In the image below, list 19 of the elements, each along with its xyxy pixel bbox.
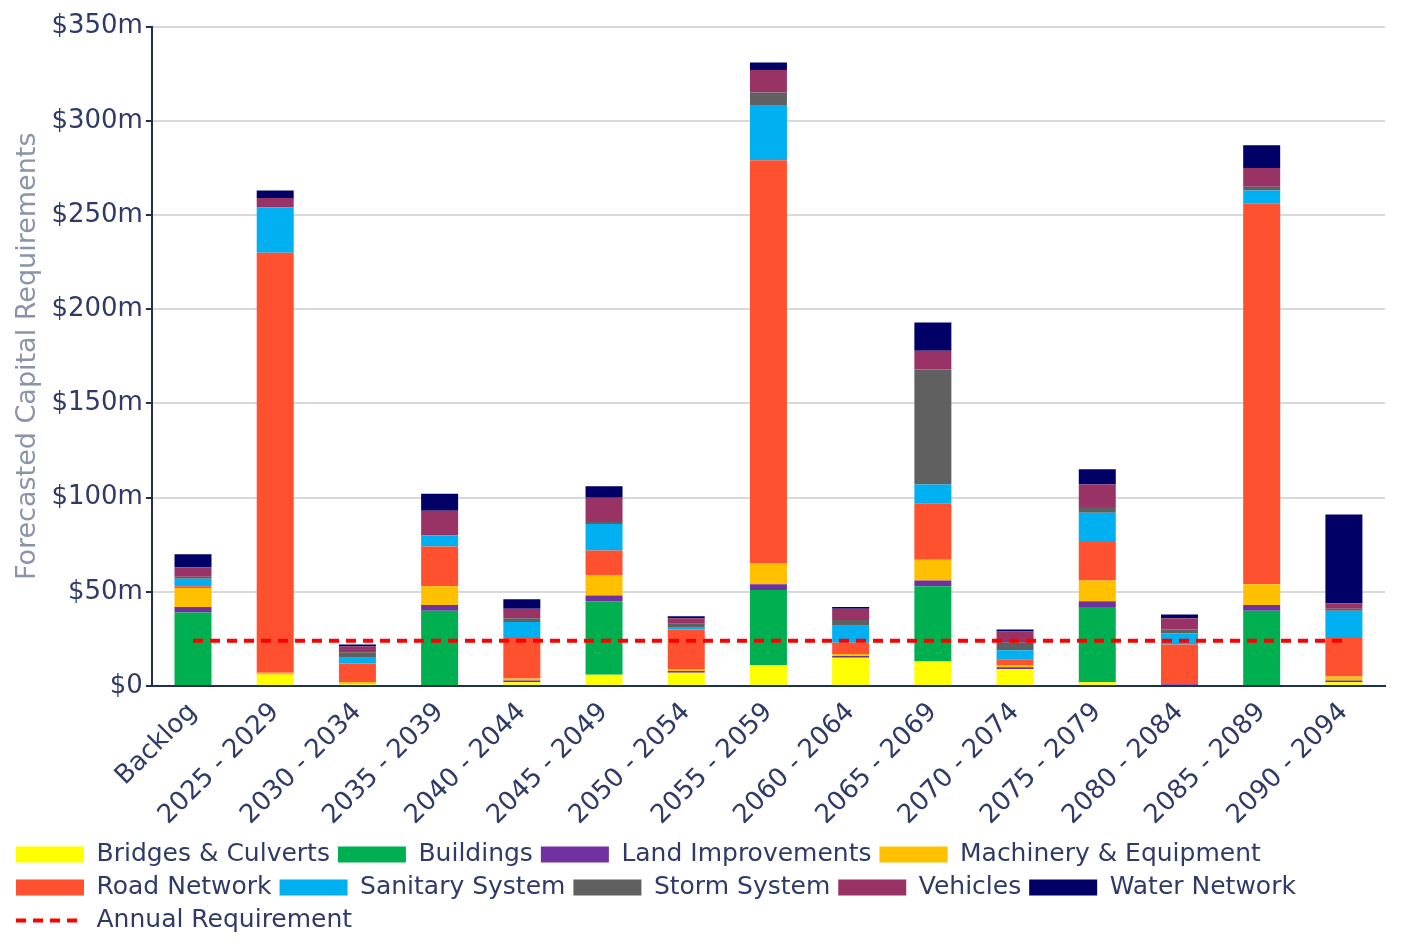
legend-label: Road Network [96, 871, 273, 900]
legend-label: Storm System [653, 871, 831, 900]
y-tick-label: $150m [51, 386, 143, 417]
y-tick-label: $250m [51, 197, 143, 228]
legend-label: Land Improvements [621, 838, 872, 867]
legend-label: Bridges & Culverts [96, 838, 330, 867]
y-axis-title: Forecasted Capital Requirements [10, 132, 42, 581]
y-tick-label: $50m [67, 574, 143, 605]
legend-label: Vehicles [918, 871, 1022, 900]
legend-label: Sanitary System [360, 871, 566, 900]
legend-label: Buildings [418, 838, 533, 867]
y-tick-label: $200m [51, 291, 143, 322]
legend-label: Annual Requirement [96, 904, 353, 933]
y-tick-label: $350m [51, 9, 143, 40]
y-tick-label: $100m [51, 480, 143, 511]
y-tick-label: $300m [51, 103, 143, 134]
legend-label: Water Network [1109, 871, 1297, 900]
y-tick-label: $0 [109, 668, 143, 699]
legend-label: Machinery & Equipment [959, 838, 1261, 867]
